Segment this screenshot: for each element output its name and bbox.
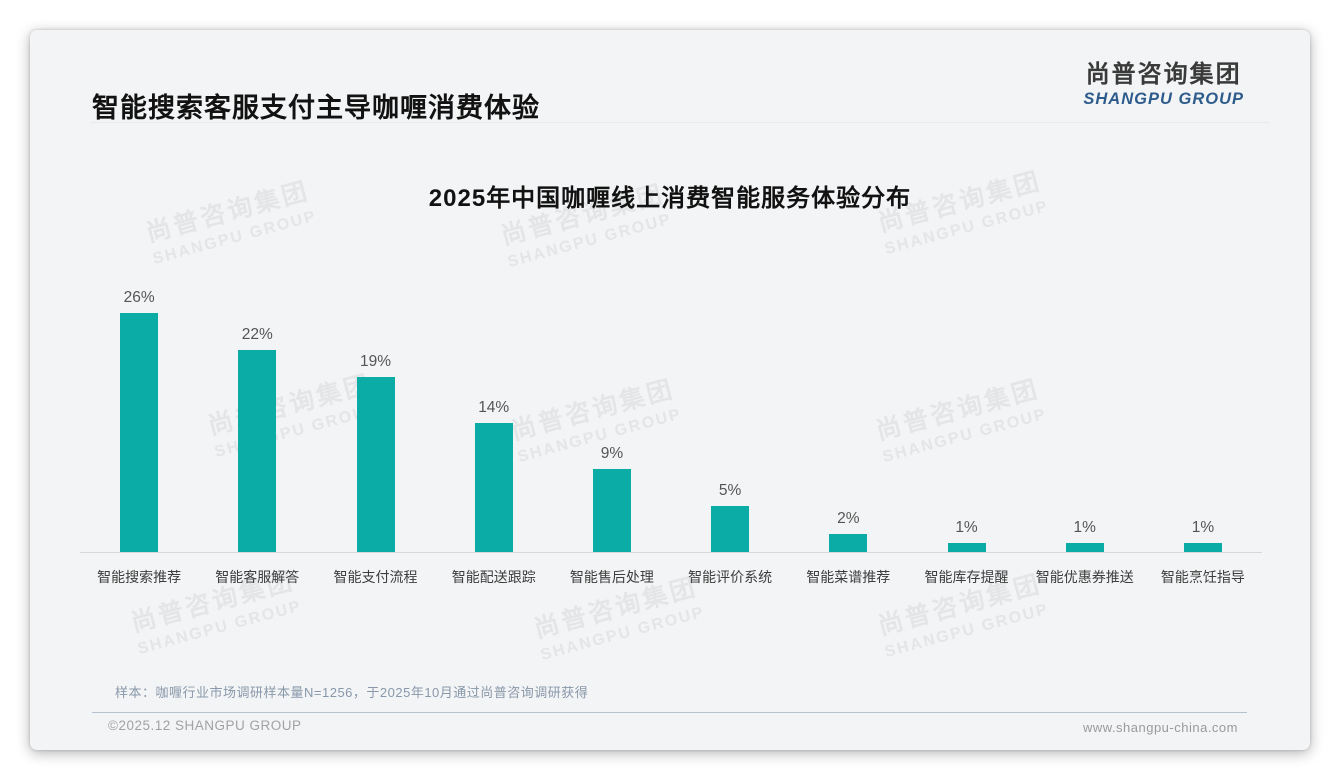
bar-stack: 9%	[592, 286, 631, 552]
bar-value-label: 9%	[600, 445, 624, 462]
bar-column: 5% 智能评价系统	[671, 286, 789, 587]
category-label: 智能优惠券推送	[1035, 569, 1134, 585]
bar	[120, 313, 159, 552]
copyright-text: ©2025.12 SHANGPU GROUP	[108, 718, 302, 733]
category-label: 智能评价系统	[688, 569, 773, 585]
bar-columns: 26% 智能搜索推荐 22% 智能客服解答 19% 智能支付流程 14% 智能配送跟踪 9% 智能…	[80, 286, 1262, 587]
bar-value-label: 2%	[837, 510, 860, 527]
bar-stack: 2%	[829, 286, 868, 552]
bar-column: 1% 智能库存提醒	[907, 286, 1025, 587]
bar	[1183, 543, 1222, 552]
category-label: 智能菜谱推荐	[806, 569, 891, 585]
bar	[238, 350, 277, 552]
bar	[829, 534, 868, 552]
bar-stack: 1%	[1065, 286, 1104, 552]
category-label: 智能客服解答	[215, 569, 300, 585]
bar-stack: 1%	[1183, 286, 1222, 552]
bar	[947, 543, 986, 552]
bar-column: 1% 智能优惠券推送	[1026, 286, 1144, 587]
logo-chinese-name: 尚普咨询集团	[1085, 61, 1242, 88]
bar-column: 26% 智能搜索推荐	[80, 286, 198, 587]
bar-value-label: 26%	[123, 289, 155, 306]
bar-value-label: 22%	[241, 326, 273, 343]
chart-title: 2025年中国咖喱线上消费智能服务体验分布	[428, 185, 912, 212]
x-axis-line	[80, 552, 1262, 553]
website-link[interactable]: www.shangpu-china.com	[1082, 720, 1238, 735]
bar-stack: 22%	[238, 286, 277, 552]
bar-stack: 5%	[711, 286, 750, 552]
bar-column: 1% 智能烹饪指导	[1144, 286, 1262, 587]
bar-value-label: 1%	[1191, 519, 1215, 536]
sample-footnote: 样本：咖喱行业市场调研样本量N=1256，于2025年10月通过尚普咨询调研获得	[115, 685, 589, 700]
bar	[711, 506, 750, 552]
footer-divider	[92, 712, 1247, 713]
bar-value-label: 5%	[718, 482, 742, 499]
bar	[592, 469, 631, 552]
category-label: 智能库存提醒	[924, 569, 1009, 585]
bar-column: 2% 智能菜谱推荐	[789, 286, 907, 587]
category-label: 智能售后处理	[569, 569, 654, 585]
page-title: 智能搜索客服支付主导咖喱消费体验	[92, 93, 540, 123]
bar-column: 22% 智能客服解答	[198, 286, 316, 587]
bar-stack: 14%	[474, 286, 513, 552]
logo-english-name: SHANGPU GROUP	[1083, 90, 1244, 108]
bar-column: 19% 智能支付流程	[316, 286, 434, 587]
category-label: 智能搜索推荐	[97, 569, 182, 585]
bar-column: 9% 智能售后处理	[553, 286, 671, 587]
category-label: 智能烹饪指导	[1160, 569, 1245, 585]
category-label: 智能配送跟踪	[451, 569, 536, 585]
bar-stack: 26%	[120, 286, 159, 552]
bar-value-label: 1%	[955, 519, 978, 536]
bar	[1065, 543, 1104, 552]
bar-value-label: 1%	[1073, 519, 1096, 536]
bar	[474, 423, 513, 552]
bar-value-label: 19%	[359, 353, 392, 370]
bar-chart: 26% 智能搜索推荐 22% 智能客服解答 19% 智能支付流程 14% 智能配送跟踪 9% 智能…	[80, 286, 1262, 587]
bar-value-label: 14%	[478, 399, 510, 416]
bar-stack: 19%	[356, 286, 395, 552]
category-label: 智能支付流程	[333, 569, 418, 585]
report-card: 智能搜索客服支付主导咖喱消费体验 尚普咨询集团 SHANGPU GROUP 尚普…	[30, 30, 1310, 750]
bar-column: 14% 智能配送跟踪	[435, 286, 553, 587]
header-divider	[90, 122, 1270, 123]
company-logo: 尚普咨询集团 SHANGPU GROUP	[1083, 54, 1244, 109]
bar	[356, 377, 395, 552]
bar-stack: 1%	[947, 286, 986, 552]
